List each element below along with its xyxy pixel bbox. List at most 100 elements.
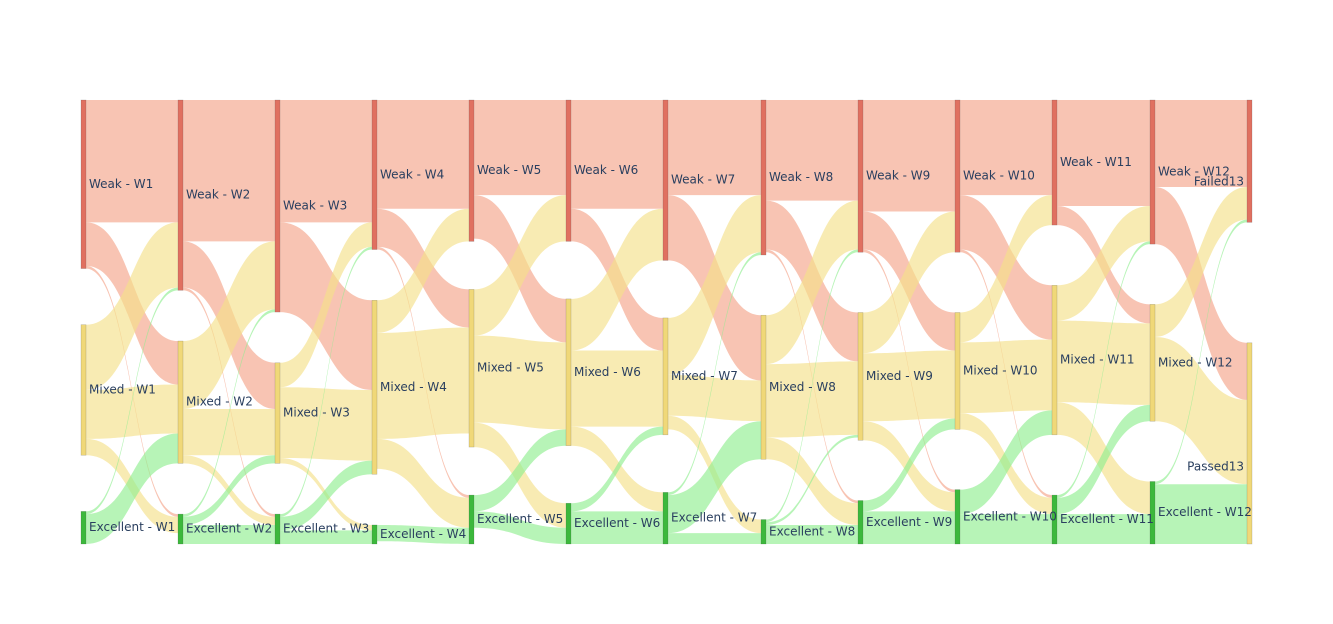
sankey-link[interactable] (86, 287, 178, 515)
sankey-node[interactable] (954, 489, 961, 545)
sankey-node[interactable] (954, 312, 961, 430)
sankey-link[interactable] (668, 375, 761, 422)
sankey-link[interactable] (377, 208, 469, 333)
sankey-link[interactable] (377, 100, 469, 209)
sankey-node[interactable] (274, 362, 281, 464)
sankey-link[interactable] (668, 100, 761, 196)
sankey-link[interactable] (474, 100, 566, 196)
sankey-link[interactable] (863, 418, 955, 512)
sankey-link[interactable] (377, 438, 469, 528)
sankey-node[interactable] (371, 99, 378, 250)
sankey-node[interactable] (1149, 481, 1156, 545)
sankey-link[interactable] (571, 426, 663, 512)
sankey-link[interactable] (86, 433, 178, 544)
sankey-link[interactable] (86, 384, 178, 439)
sankey-link[interactable] (863, 511, 955, 544)
sankey-link[interactable] (960, 514, 1052, 544)
sankey-node[interactable] (371, 300, 378, 475)
sankey-link[interactable] (1057, 100, 1150, 207)
sankey-link[interactable] (571, 208, 663, 351)
sankey-node[interactable] (1051, 99, 1058, 226)
sankey-link[interactable] (280, 387, 372, 461)
sankey-node[interactable] (1246, 99, 1253, 223)
sankey-node[interactable] (80, 511, 87, 545)
sankey-link[interactable] (863, 211, 955, 354)
sankey-link[interactable] (86, 222, 178, 390)
sankey-link[interactable] (863, 100, 955, 212)
sankey-node[interactable] (760, 519, 767, 545)
sankey-link[interactable] (474, 511, 566, 544)
sankey-link[interactable] (1057, 320, 1150, 405)
sankey-link[interactable] (280, 246, 372, 517)
sankey-link[interactable] (377, 524, 469, 544)
sankey-link[interactable] (183, 409, 275, 456)
sankey-node[interactable] (1149, 99, 1156, 245)
sankey-link[interactable] (668, 533, 761, 544)
sankey-link[interactable] (668, 252, 761, 496)
sankey-node[interactable] (274, 99, 281, 313)
sankey-link[interactable] (377, 327, 469, 439)
sankey-node[interactable] (954, 99, 961, 253)
sankey-node[interactable] (662, 492, 669, 545)
sankey-link[interactable] (1057, 404, 1150, 515)
sankey-link[interactable] (183, 309, 275, 517)
sankey-node[interactable] (1051, 494, 1058, 545)
sankey-link[interactable] (766, 249, 858, 523)
sankey-link[interactable] (1155, 187, 1247, 400)
sankey-link[interactable] (183, 524, 275, 544)
sankey-node[interactable] (857, 500, 864, 545)
sankey-node[interactable] (565, 99, 572, 242)
sankey-node[interactable] (662, 317, 669, 436)
sankey-link[interactable] (571, 100, 663, 209)
sankey-link[interactable] (1057, 206, 1150, 321)
sankey-node[interactable] (177, 340, 184, 464)
sankey-node[interactable] (468, 494, 475, 545)
sankey-link[interactable] (474, 335, 566, 430)
sankey-link[interactable] (1155, 219, 1247, 485)
sankey-link[interactable] (960, 100, 1052, 196)
sankey-link[interactable] (474, 195, 566, 336)
sankey-node[interactable] (371, 524, 378, 545)
sankey-node[interactable] (565, 502, 572, 545)
sankey-link[interactable] (960, 410, 1052, 515)
sankey-link[interactable] (1155, 484, 1247, 544)
sankey-link[interactable] (280, 100, 372, 223)
sankey-node[interactable] (177, 513, 184, 545)
sankey-link[interactable] (1155, 100, 1247, 187)
sankey-link[interactable] (766, 434, 858, 525)
sankey-node[interactable] (80, 99, 87, 269)
sankey-link[interactable] (280, 530, 372, 544)
sankey-link[interactable] (183, 241, 275, 409)
sankey-link[interactable] (766, 524, 858, 544)
sankey-node[interactable] (857, 312, 864, 441)
sankey-link[interactable] (960, 339, 1052, 414)
sankey-node[interactable] (760, 99, 767, 256)
sankey-node[interactable] (760, 314, 767, 460)
sankey-node[interactable] (1246, 342, 1253, 545)
sankey-node[interactable] (177, 99, 184, 291)
sankey-link[interactable] (960, 195, 1052, 343)
sankey-link[interactable] (571, 511, 663, 544)
sankey-link[interactable] (766, 100, 858, 201)
sankey-node[interactable] (468, 99, 475, 242)
sankey-link[interactable] (183, 455, 275, 525)
sankey-link[interactable] (668, 195, 761, 376)
sankey-link[interactable] (571, 350, 663, 427)
sankey-link[interactable] (474, 429, 566, 512)
sankey-node[interactable] (662, 99, 669, 261)
sankey-link[interactable] (183, 287, 275, 517)
sankey-node[interactable] (857, 99, 864, 253)
sankey-link[interactable] (766, 361, 858, 438)
sankey-node[interactable] (1051, 285, 1058, 436)
sankey-node[interactable] (274, 513, 281, 545)
sankey-link[interactable] (1057, 241, 1150, 498)
sankey-node[interactable] (80, 324, 87, 456)
sankey-link[interactable] (863, 350, 955, 422)
sankey-node[interactable] (565, 298, 572, 446)
sankey-node[interactable] (1149, 304, 1156, 422)
sankey-link[interactable] (280, 460, 372, 531)
sankey-link[interactable] (1057, 514, 1150, 544)
sankey-link[interactable] (668, 421, 761, 534)
sankey-link[interactable] (766, 200, 858, 365)
sankey-link[interactable] (280, 222, 372, 388)
